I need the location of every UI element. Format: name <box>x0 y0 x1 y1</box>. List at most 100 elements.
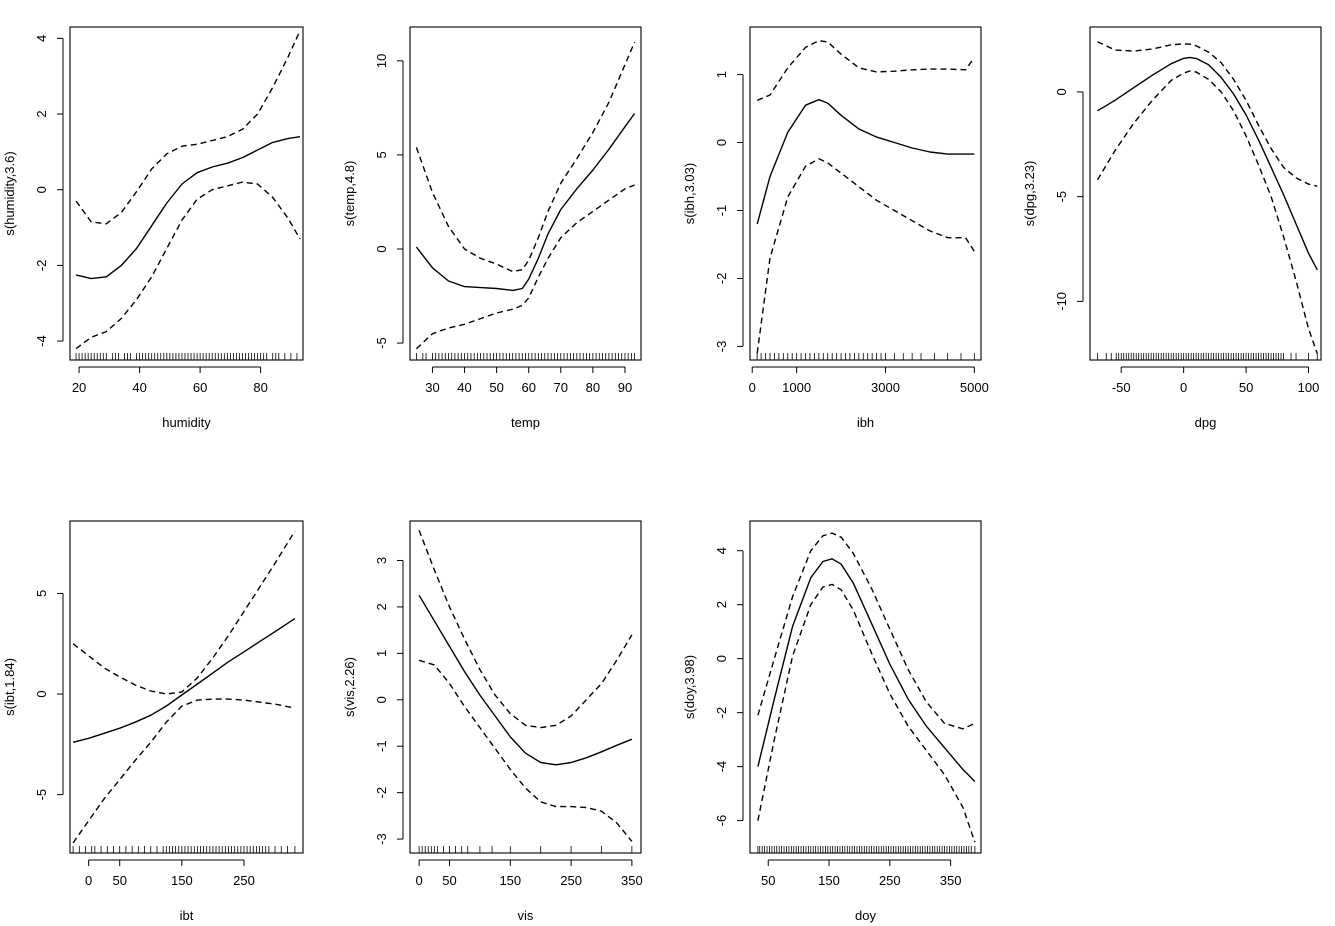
x-tick-label: 150 <box>499 873 521 888</box>
x-tick-label: 150 <box>818 873 840 888</box>
panel-vis: 0 50 150 250 350 vis -3 -2 -1 0 1 2 3 s(vis,2.26) <box>342 520 643 923</box>
plot-frame <box>69 26 304 361</box>
x-axis-label: doy <box>855 908 876 923</box>
confidence-band-upper <box>418 530 633 729</box>
panel-temp: 30 40 50 60 70 80 90 temp -5 0 5 10 s(temp,4.8) <box>342 26 642 430</box>
y-tick-label: -2 <box>714 707 729 719</box>
y-axis-label: s(temp,4.8) <box>342 161 357 227</box>
x-tick-label: 50 <box>489 380 503 395</box>
x-tick-label: 250 <box>560 873 582 888</box>
y-tick-label: 0 <box>374 696 389 703</box>
plot-frame <box>749 520 982 854</box>
x-axis-label: ibt <box>180 908 194 923</box>
smooth-estimate-line <box>757 558 976 782</box>
y-tick-label: 3 <box>374 557 389 564</box>
smooth-estimate-line <box>756 99 975 225</box>
smooth-estimate-line <box>415 113 636 292</box>
x-tick-label: 50 <box>761 873 775 888</box>
x-axis-label: humidity <box>162 415 211 430</box>
y-tick-label: 5 <box>374 151 389 158</box>
x-tick-label: 1000 <box>782 380 811 395</box>
y-tick-label: 5 <box>34 590 49 597</box>
confidence-band-lower <box>75 181 301 350</box>
y-tick-label: -3 <box>714 341 729 353</box>
y-tick-label: -2 <box>714 273 729 285</box>
confidence-band-upper <box>1097 41 1318 187</box>
y-tick-label: 4 <box>34 35 49 42</box>
x-tick-label: 0 <box>85 873 92 888</box>
y-tick-label: 10 <box>374 54 389 68</box>
x-tick-label: 60 <box>193 380 207 395</box>
smooth-estimate-line <box>75 136 301 280</box>
y-tick-label: -4 <box>34 335 49 347</box>
y-tick-label: -5 <box>34 789 49 801</box>
confidence-band-lower <box>1096 70 1318 354</box>
x-axis-label: ibh <box>857 415 874 430</box>
x-tick-label: 80 <box>586 380 600 395</box>
x-tick-label: 250 <box>233 873 255 888</box>
x-tick-label: 20 <box>72 380 86 395</box>
y-tick-label: -2 <box>374 787 389 799</box>
y-tick-label: 2 <box>34 110 49 117</box>
y-tick-label: -4 <box>714 761 729 773</box>
plot-frame <box>1089 26 1322 361</box>
panel-doy: 50 150 250 350 doy -6 -4 -2 0 2 4 s(doy,3.98) <box>682 520 982 923</box>
x-tick-label: 50 <box>112 873 126 888</box>
confidence-band-upper <box>415 41 636 273</box>
confidence-band-upper <box>75 30 301 225</box>
y-tick-label: -3 <box>374 833 389 845</box>
panel-humidity: 20 40 60 80 humidity -4 -2 0 2 4 s(humidity,3.6) <box>2 26 304 430</box>
y-axis-label: s(doy,3.98) <box>682 655 697 719</box>
y-tick-label: 0 <box>374 245 389 252</box>
y-tick-label: 1 <box>374 650 389 657</box>
x-tick-label: 50 <box>1239 380 1253 395</box>
y-axis-label: s(vis,2.26) <box>342 657 357 717</box>
smooth-estimate-line <box>72 618 296 743</box>
smooth-estimate-line <box>1097 56 1318 271</box>
y-axis-label: s(humidity,3.6) <box>2 151 17 235</box>
y-tick-label: -5 <box>1054 191 1069 203</box>
x-axis-label: dpg <box>1195 415 1217 430</box>
x-axis-label: vis <box>518 908 534 923</box>
x-tick-label: 150 <box>171 873 193 888</box>
y-tick-label: 0 <box>714 139 729 146</box>
confidence-band-upper <box>756 39 975 102</box>
confidence-band-upper <box>72 530 296 695</box>
y-tick-label: -2 <box>34 260 49 272</box>
confidence-band-lower <box>415 184 635 350</box>
x-tick-label: 0 <box>416 873 423 888</box>
y-tick-label: -10 <box>1054 292 1069 311</box>
x-tick-label: 70 <box>554 380 568 395</box>
x-tick-label: 350 <box>940 873 962 888</box>
y-tick-label: 0 <box>34 690 49 697</box>
y-tick-label: 2 <box>714 601 729 608</box>
y-tick-label: 0 <box>714 655 729 662</box>
x-tick-label: 40 <box>457 380 471 395</box>
y-tick-label: 0 <box>34 186 49 193</box>
y-tick-label: -1 <box>374 740 389 752</box>
panel-ibt: 0 50 150 250 ibt -5 0 5 s(ibt,1.84) <box>2 520 304 923</box>
plot-frame <box>749 26 982 361</box>
y-tick-label: -5 <box>374 337 389 349</box>
y-axis-label: s(ibt,1.84) <box>2 658 17 716</box>
plot-frame <box>409 26 642 361</box>
confidence-band-lower <box>757 583 976 843</box>
x-tick-label: 30 <box>425 380 439 395</box>
y-tick-label: 4 <box>714 547 729 554</box>
confidence-band-lower <box>418 659 633 842</box>
x-tick-label: 0 <box>749 380 756 395</box>
x-tick-label: -50 <box>1112 380 1131 395</box>
confidence-band-lower <box>72 698 296 844</box>
y-tick-label: 0 <box>1054 88 1069 95</box>
smooth-estimate-line <box>418 594 633 766</box>
panel-ibh: 0 1000 3000 5000 ibh -3 -2 -1 0 1 s(ibh,3.03) <box>682 26 989 430</box>
x-tick-label: 5000 <box>960 380 989 395</box>
y-tick-label: -6 <box>714 815 729 827</box>
y-tick-label: -1 <box>714 205 729 217</box>
y-tick-label: 2 <box>374 603 389 610</box>
x-tick-label: 350 <box>621 873 643 888</box>
x-tick-label: 0 <box>1180 380 1187 395</box>
x-tick-label: 60 <box>521 380 535 395</box>
